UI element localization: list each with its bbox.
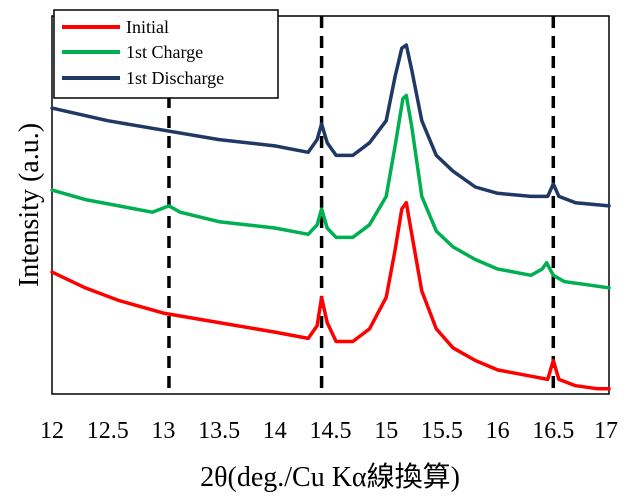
x-tick-label: 13 xyxy=(151,418,175,444)
series-layer xyxy=(50,43,611,391)
x-tick-label: 12.5 xyxy=(87,418,129,444)
legend-label-1st-charge: 1st Charge xyxy=(126,42,203,62)
legend-label-initial: Initial xyxy=(126,17,169,37)
series-line-initial xyxy=(50,200,611,391)
x-tick-label: 13.5 xyxy=(198,418,240,444)
x-tick-label: 15.5 xyxy=(421,418,463,444)
x-tick-label: 12 xyxy=(40,418,64,444)
x-tick-label: 15 xyxy=(374,418,398,444)
x-tick-label: 14 xyxy=(263,418,287,444)
legend-label-1st-discharge: 1st Discharge xyxy=(126,68,224,88)
y-axis-title: Intensity (a.u.) xyxy=(14,123,45,287)
legend: Initial 1st Charge 1st Discharge xyxy=(53,9,279,99)
x-tick-label: 16.5 xyxy=(532,418,574,444)
series-line-1st-charge xyxy=(50,93,611,290)
x-tick-label: 14.5 xyxy=(310,418,352,444)
x-tick-label: 16 xyxy=(486,418,510,444)
x-tick-label: 17 xyxy=(594,418,618,444)
series-line-1st-discharge xyxy=(50,43,611,208)
x-tick-labels: 12 12.5 13 13.5 14 14.5 15 15.5 16 16.5 17 xyxy=(40,418,618,444)
x-axis-title: 2θ(deg./Cu Kα線換算) xyxy=(200,461,460,493)
